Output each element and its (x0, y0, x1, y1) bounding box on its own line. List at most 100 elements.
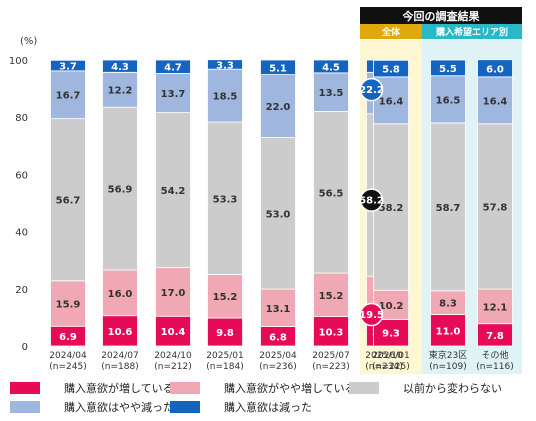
bar-segment (313, 59, 349, 74)
data-label: 10.3 (319, 327, 344, 338)
bar-segment (430, 314, 466, 347)
bar-segment (102, 59, 138, 73)
data-label: 22.0 (266, 102, 291, 113)
data-label: 4.5 (322, 62, 340, 73)
x-category-label: 2026/01 (372, 351, 409, 361)
data-label: 6.8 (269, 332, 287, 343)
y-tick-label: 20 (15, 285, 28, 296)
data-label: 16.5 (436, 95, 461, 106)
data-label: 4.3 (111, 62, 129, 73)
bar-segment (102, 269, 138, 317)
x-category-label: 東京23区 (429, 349, 467, 361)
bar-segment (50, 59, 86, 72)
data-label: 13.7 (161, 89, 186, 100)
legend-label: 以前から変わらない (403, 381, 502, 395)
bar-segment (207, 274, 243, 319)
bar-segment (313, 316, 349, 347)
x-category-label: 2025/07 (312, 351, 349, 361)
data-label: 3.3 (216, 60, 234, 71)
legend-label: 購入意欲はやや減った (64, 400, 174, 414)
data-label: 57.8 (483, 202, 508, 213)
x-category-n: (n=184) (206, 362, 243, 372)
header-group-area: 購入希望エリア別 (435, 26, 508, 38)
data-label: 11.0 (436, 326, 461, 337)
bar-segment (260, 137, 296, 290)
bar-segment (313, 272, 349, 317)
bar-segment (102, 71, 138, 108)
data-label: 6.9 (59, 332, 77, 343)
bar-segment (373, 59, 409, 78)
legend-swatch (10, 401, 40, 413)
data-label: 53.3 (213, 194, 238, 205)
y-tick-label: 60 (15, 170, 28, 181)
bar-segment (430, 59, 466, 77)
header-title-bar (360, 7, 522, 24)
x-category-label: 2024/04 (49, 351, 87, 361)
bar-segment (102, 315, 138, 347)
bar-segment (207, 59, 243, 70)
data-label: 56.5 (319, 188, 344, 199)
data-label: 13.1 (266, 304, 291, 315)
comparison-badge (359, 302, 384, 327)
x-category-label: 2024/10 (154, 351, 192, 361)
data-label: 7.8 (486, 331, 504, 342)
data-label: 3.7 (59, 62, 77, 73)
x-category-n: (n=236) (259, 362, 296, 372)
data-label: 5.5 (439, 64, 457, 75)
bar-segment (477, 288, 513, 325)
x-category-n: (n=109) (429, 362, 466, 372)
data-label: 16.4 (379, 96, 404, 107)
y-tick-label: 40 (15, 228, 28, 239)
data-label: 5.1 (269, 63, 287, 74)
bar-segment (155, 267, 191, 317)
y-tick-label: 80 (15, 113, 28, 124)
bar-segment (477, 59, 513, 78)
data-label: 18.5 (213, 92, 238, 103)
x-category-n: (n=116) (476, 362, 513, 372)
data-label: 12.2 (108, 86, 133, 97)
data-label: 9.3 (382, 329, 400, 340)
x-category-label: 2025/10 (365, 351, 403, 361)
y-tick-label: 100 (9, 56, 28, 67)
header-group-all: 全体 (381, 26, 401, 38)
x-category-label: 2024/07 (101, 351, 138, 361)
data-label: 10.6 (108, 327, 133, 338)
data-label: 10.2 (379, 301, 404, 312)
x-category-n: (n=212) (154, 362, 191, 372)
legend-swatch (349, 382, 379, 394)
bar-segment (260, 74, 296, 138)
header-group-all-bg (360, 24, 422, 39)
data-label: 56.9 (108, 185, 133, 196)
comparison-badge-value: 58.2 (359, 196, 384, 207)
comparison-badge (359, 188, 384, 212)
legend-swatch (170, 401, 200, 413)
data-label: 4.7 (164, 63, 182, 74)
bar-segment (207, 121, 243, 275)
data-label: 5.8 (382, 65, 400, 76)
data-label: 58.7 (436, 203, 461, 214)
header-group-area-bg (422, 24, 522, 39)
x-category-n: (n=245) (49, 362, 86, 372)
bar-segment (260, 59, 296, 75)
data-label: 10.4 (161, 327, 186, 338)
legend-label: 購入意欲が増している (64, 381, 174, 395)
data-label: 58.2 (379, 203, 404, 214)
data-label: 13.5 (319, 88, 344, 99)
data-label: 16.7 (56, 91, 81, 102)
legend-label: 購入意欲がやや増している (224, 381, 356, 395)
bar-segment (260, 288, 296, 327)
bar-segment (50, 118, 86, 282)
bar-segment (207, 68, 243, 123)
data-label: 16.4 (483, 96, 508, 107)
x-category-n: (n=225) (372, 362, 409, 372)
data-label: 53.0 (266, 209, 291, 220)
bar-segment (155, 59, 191, 74)
bar-segment (102, 106, 138, 271)
header-title: 今回の調査結果 (402, 9, 480, 23)
data-label: 56.7 (56, 196, 81, 207)
x-category-n: (n=188) (101, 362, 138, 372)
data-label: 17.0 (161, 288, 186, 299)
bar-segment (207, 317, 243, 347)
bar-segment (155, 73, 191, 114)
comparison-badge-value: 19.5 (359, 310, 384, 321)
